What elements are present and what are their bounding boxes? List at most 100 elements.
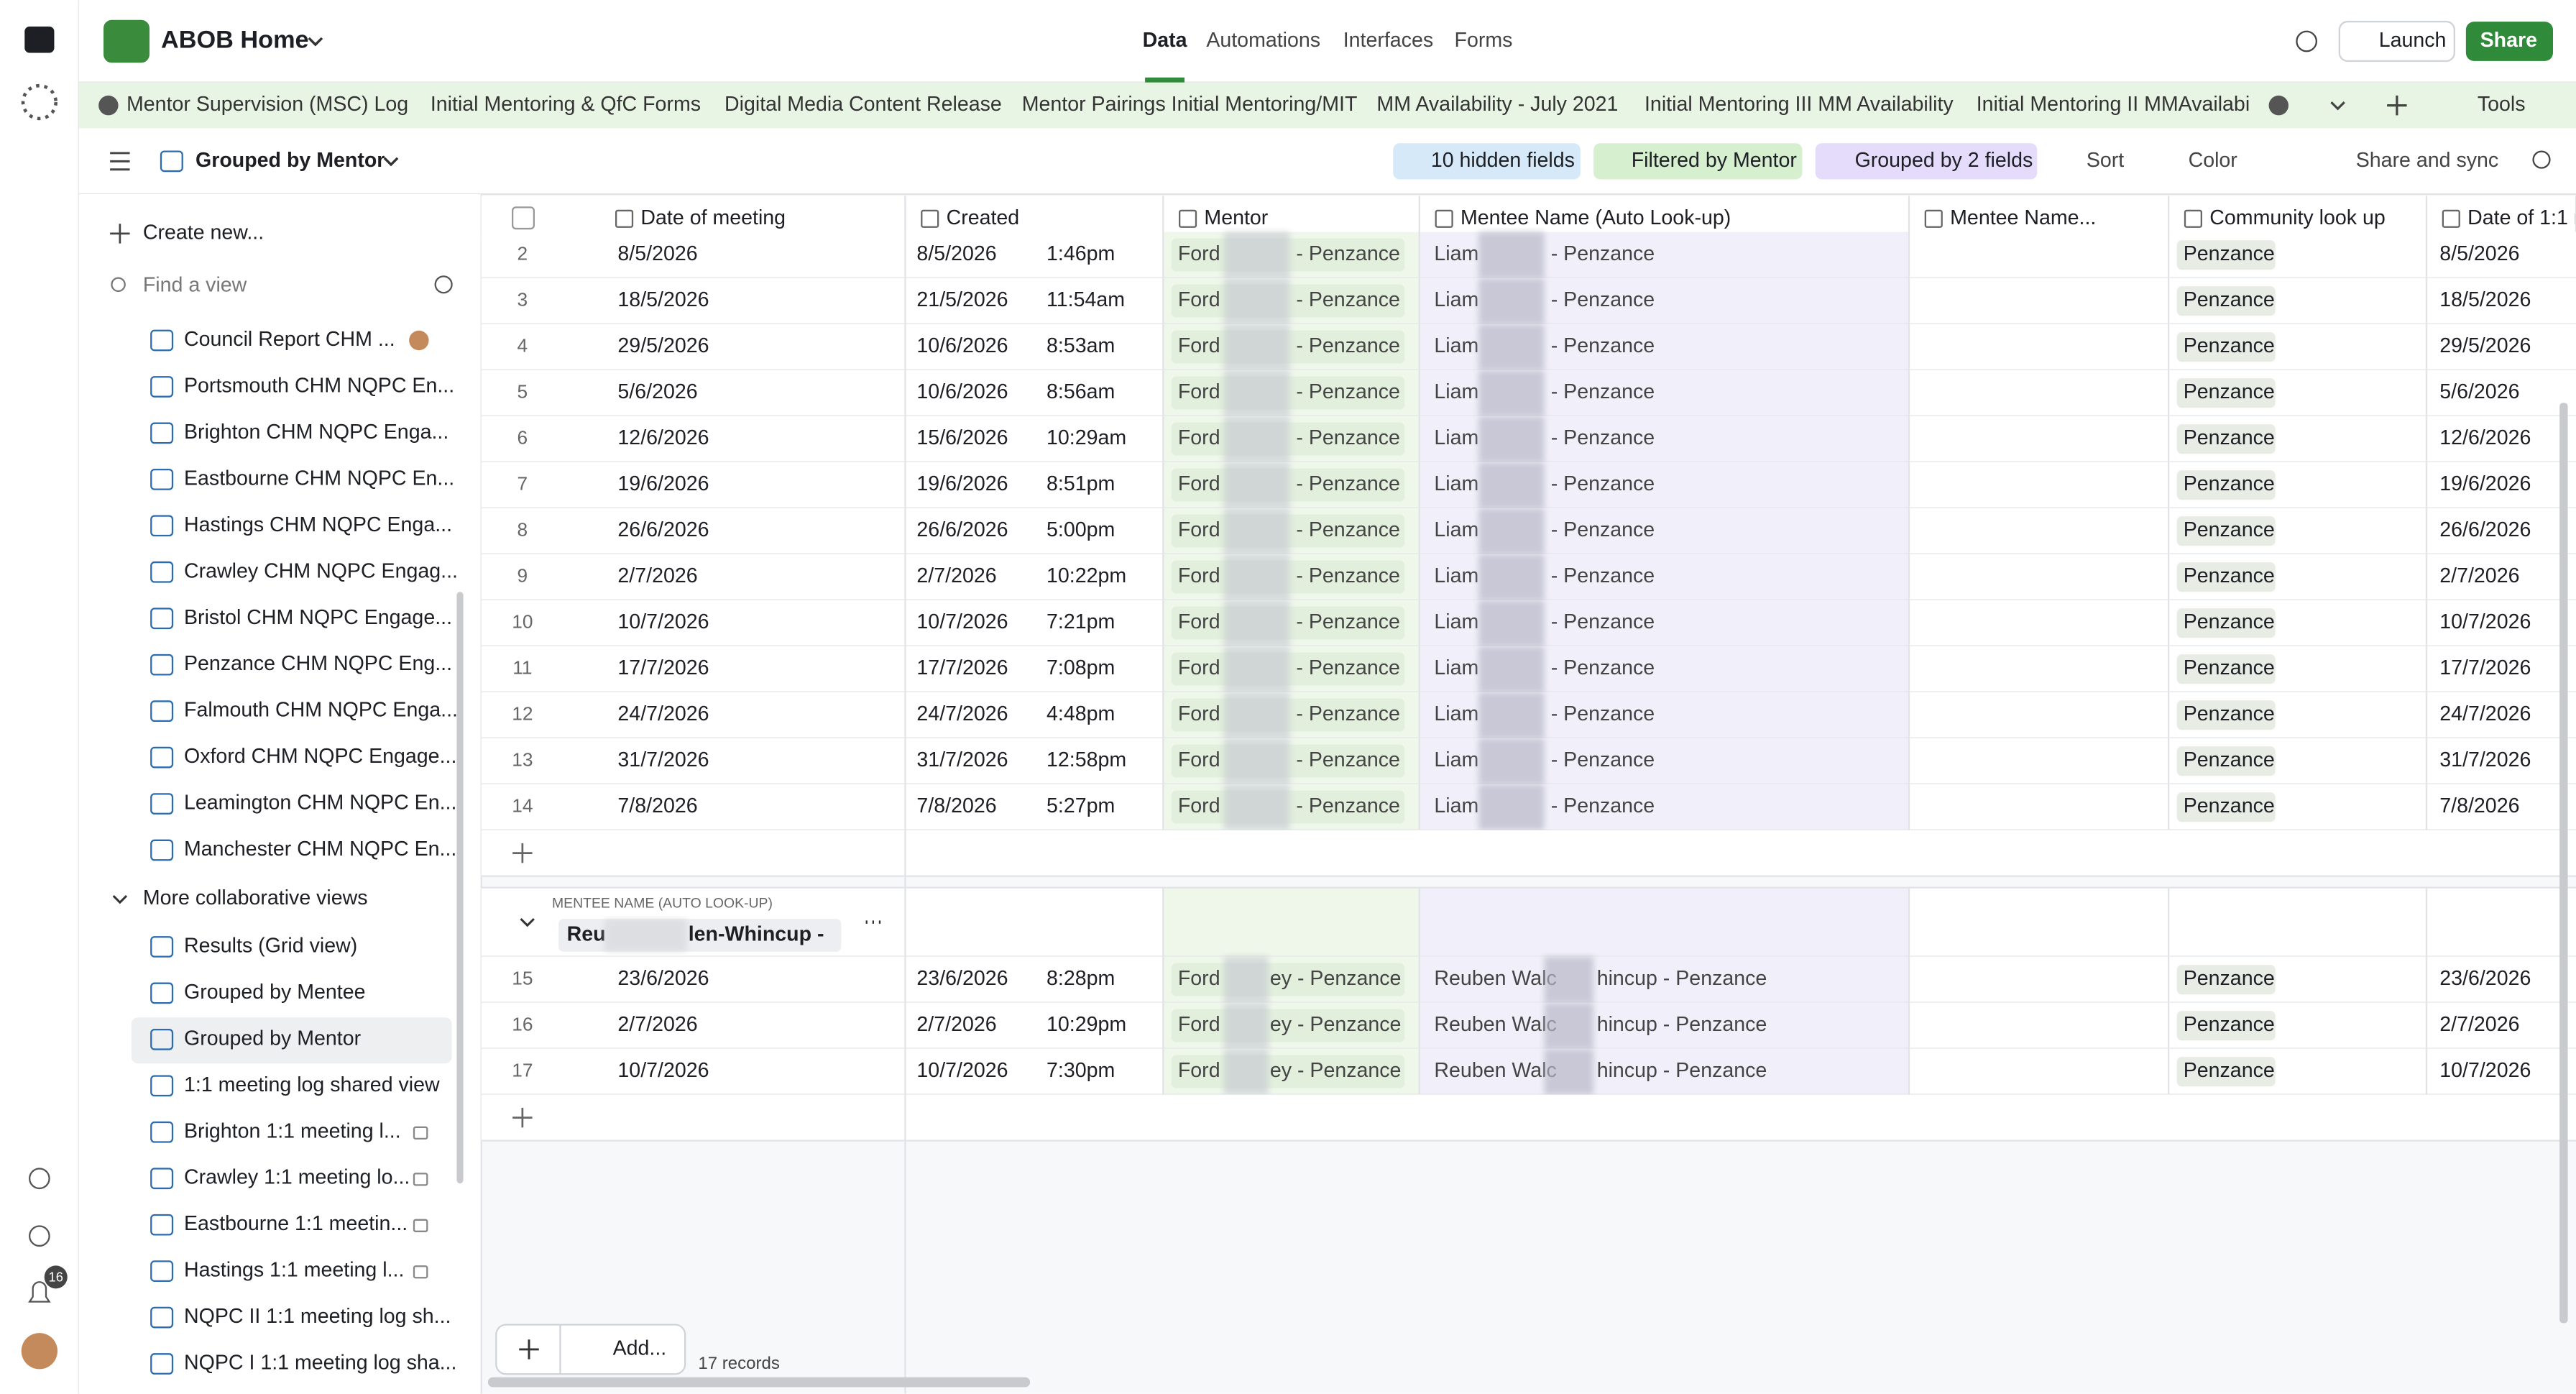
table-tab[interactable]: Initial Mentoring & QfC Forms — [431, 93, 701, 116]
sort[interactable]: Sort — [2087, 149, 2124, 172]
redaction — [1223, 600, 1290, 646]
history-icon[interactable] — [2296, 30, 2317, 52]
cell-text: 10/7/2026 — [916, 1059, 1008, 1082]
help-icon[interactable] — [29, 1168, 50, 1190]
row-number: 15 — [512, 968, 533, 989]
tools-menu[interactable]: Tools — [2478, 93, 2526, 116]
view-item[interactable]: Crawley CHM NQPC Engag... — [184, 559, 458, 582]
view-item[interactable]: Crawley 1:1 meeting lo... — [184, 1166, 410, 1189]
view-item[interactable]: NQPC II 1:1 meeting log sh... — [184, 1305, 451, 1328]
view-item[interactable]: Bristol CHM NQPC Engage... — [184, 606, 452, 629]
view-item[interactable]: Leamington CHM NQPC En... — [184, 792, 456, 815]
view-item[interactable]: Manchester CHM NQPC En... — [184, 838, 456, 861]
app-name[interactable]: ABOB Home — [161, 27, 309, 54]
badge — [44, 1265, 68, 1289]
collapse-icon[interactable] — [520, 918, 535, 927]
hidden-chip[interactable] — [1393, 143, 1581, 180]
view-item[interactable]: Brighton 1:1 meeting l... — [184, 1119, 401, 1142]
view-item[interactable]: Results (Grid view) — [184, 934, 357, 957]
cell-text: - Penzance — [1296, 288, 1400, 311]
view-item[interactable]: Council Report CHM ... — [184, 328, 395, 351]
cell-text: 8:53am — [1046, 334, 1115, 357]
add-row — [481, 830, 2576, 876]
cell-text: Liam — [1434, 564, 1478, 587]
view-item[interactable]: 1:1 meeting log shared view — [184, 1073, 440, 1096]
column-header[interactable]: Created — [947, 206, 1020, 229]
create-new[interactable]: Create new... — [143, 221, 264, 244]
view-item[interactable]: NQPC I 1:1 meeting log sha... — [184, 1352, 456, 1375]
table-tab[interactable]: Initial Mentoring III MM Availability — [1644, 93, 1954, 116]
cell-text: - Penzance — [1551, 380, 1655, 403]
mentee-cell — [1419, 1048, 1909, 1095]
view-icon — [150, 607, 174, 630]
avatar[interactable] — [21, 1333, 58, 1370]
cell-text: Ford — [1178, 794, 1220, 817]
view-item[interactable]: Eastbourne 1:1 meetin... — [184, 1212, 408, 1235]
column-header[interactable]: Mentor — [1204, 206, 1268, 229]
view-item[interactable]: Grouped by Mentee — [184, 981, 365, 1004]
cell-text: 2/7/2026 — [916, 1013, 996, 1036]
column-header[interactable]: Date of meeting — [640, 206, 786, 229]
tab-menu[interactable] — [2330, 101, 2345, 111]
bell-icon[interactable] — [28, 1281, 51, 1303]
launch-button[interactable] — [2338, 20, 2455, 63]
tab-add[interactable] — [2387, 95, 2407, 116]
table-tab[interactable]: Initial Mentoring II MMAvailability — [1977, 93, 2276, 116]
view-icon — [150, 561, 174, 583]
cell-text: Penzance — [2184, 1013, 2275, 1036]
view-item[interactable]: Oxford CHM NQPC Engage... — [184, 745, 456, 768]
search-icon[interactable] — [2532, 150, 2551, 169]
view-name[interactable]: Grouped by Mentor — [196, 149, 385, 172]
view-item[interactable]: Penzance CHM NQPC Eng... — [184, 652, 452, 675]
view-item[interactable]: Hastings 1:1 meeting l... — [184, 1259, 404, 1282]
table-tab[interactable]: Digital Media Content Release — [724, 93, 1002, 116]
view-item[interactable]: Falmouth CHM NQPC Enga... — [184, 699, 458, 722]
tab-next[interactable] — [2268, 95, 2288, 116]
section-title[interactable]: More collaborative views — [143, 886, 368, 909]
add-row-icon[interactable] — [512, 1107, 533, 1128]
cell-text: 5:27pm — [1046, 794, 1115, 817]
view-icon — [150, 1306, 174, 1329]
settings-icon[interactable] — [434, 275, 453, 294]
column-header[interactable]: Mentee Name... — [1950, 206, 2096, 229]
cell-text: 2/7/2026 — [617, 1013, 697, 1036]
mentor-cell — [1163, 887, 1420, 957]
cell-text: Penzance — [2184, 610, 2275, 633]
cell-text: Ford — [1178, 610, 1220, 633]
column-header[interactable]: Community look up — [2209, 206, 2385, 229]
cell-text: Liam — [1434, 426, 1478, 449]
table-tab[interactable]: Mentor Pairings Initial Mentoring/MIT — [1022, 93, 1358, 116]
column-header[interactable]: Date of 1:1 m — [2467, 206, 2576, 229]
cell-text: Penzance — [2184, 748, 2275, 771]
view-item[interactable]: Grouped by Mentor — [184, 1027, 362, 1050]
add-row-icon[interactable] — [512, 843, 533, 863]
add-button[interactable] — [495, 1324, 686, 1375]
table-tab[interactable]: MM Availability - July 2021 — [1376, 93, 1618, 116]
nav-tab[interactable]: Automations — [1206, 29, 1320, 52]
nav-tab[interactable]: Data — [1143, 29, 1188, 52]
redaction — [1478, 370, 1545, 416]
view-item[interactable]: Portsmouth CHM NQPC En... — [184, 375, 454, 398]
cell-text: 8:28pm — [1046, 967, 1115, 990]
table-tab[interactable]: Mentor Supervision (MSC) Log — [126, 93, 408, 116]
share-button[interactable] — [2465, 22, 2553, 61]
nav-tab[interactable]: Interfaces — [1343, 29, 1433, 52]
menu-icon[interactable] — [110, 152, 130, 171]
column-header[interactable]: Mentee Name (Auto Look-up) — [1460, 206, 1731, 229]
share-sync[interactable]: Share and sync — [2356, 149, 2498, 172]
tab-prev[interactable] — [98, 95, 119, 116]
view-item[interactable]: Eastbourne CHM NQPC En... — [184, 467, 454, 490]
group-chip[interactable] — [1815, 143, 2038, 180]
filter-chip[interactable] — [1593, 143, 1803, 180]
color[interactable]: Color — [2189, 149, 2238, 172]
redaction — [1478, 554, 1545, 600]
view-item[interactable]: Hastings CHM NQPC Enga... — [184, 513, 452, 536]
cell-text: Liam — [1434, 610, 1478, 633]
select-all[interactable] — [512, 206, 535, 230]
universe-icon[interactable] — [29, 1225, 50, 1247]
cell-text: Liam — [1434, 288, 1478, 311]
view-item[interactable]: Brighton CHM NQPC Enga... — [184, 421, 448, 444]
find-view[interactable]: Find a view — [143, 274, 247, 297]
nav-tab[interactable]: Forms — [1455, 29, 1513, 52]
column-icon — [2184, 209, 2202, 228]
